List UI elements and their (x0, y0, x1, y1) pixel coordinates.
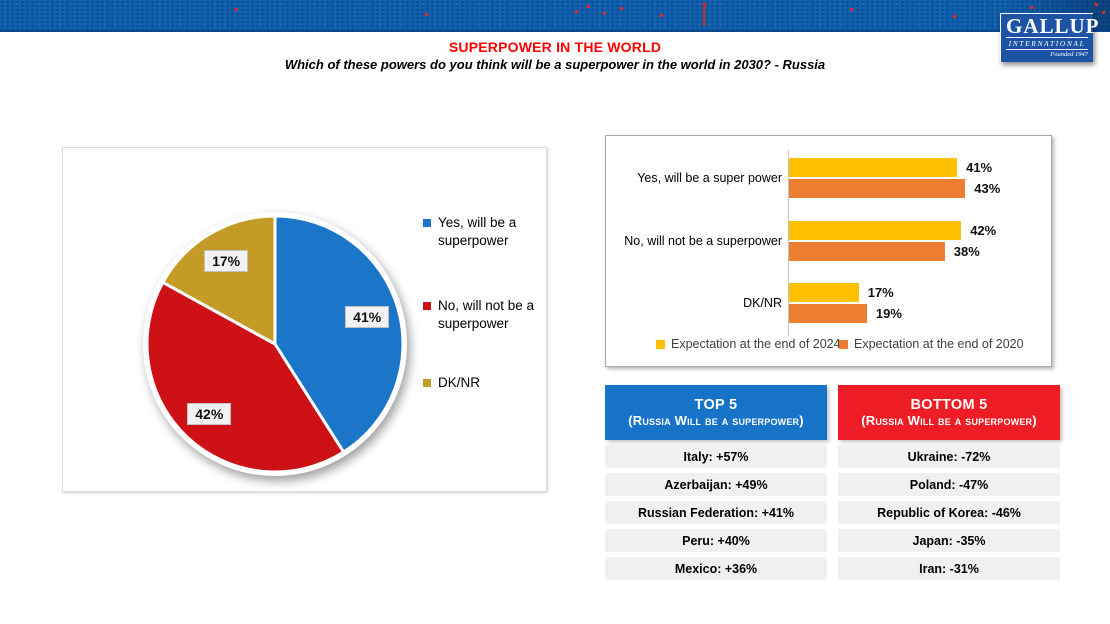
bar-2024: 41% (789, 158, 992, 177)
logo-subname: INTERNATIONAL (1006, 37, 1088, 50)
top5-table: TOP 5 (Russia Will be a superpower) Ital… (605, 385, 827, 580)
table-row: Russian Federation: +41% (605, 501, 827, 524)
legend-swatch-yes (423, 219, 431, 227)
page-subtitle: Which of these powers do you think will … (284, 57, 826, 72)
bar-legend-item-2024: Expectation at the end of 2024 (656, 337, 841, 351)
table-row: Ukraine: -72% (838, 445, 1060, 468)
bar-value-label: 17% (867, 285, 894, 300)
pie-data-label: 42% (187, 402, 232, 425)
banner-shade (0, 0, 1110, 30)
bar-2024: 17% (789, 283, 894, 302)
pie-legend-label: DK/NR (438, 375, 481, 390)
bar-category-label: DK/NR (743, 296, 782, 310)
bar-legend-item-2020: Expectation at the end of 2020 (839, 337, 1024, 351)
bottom5-subtitle: (Russia Will be a superpower) (861, 413, 1037, 428)
bar-chart-panel: Expectation at the end of 2024 Expectati… (605, 135, 1052, 367)
bar-2020: 38% (789, 241, 980, 261)
world-map-banner (0, 0, 1110, 32)
bottom5-table: BOTTOM 5 (Russia Will be a superpower) U… (838, 385, 1060, 580)
legend-swatch-dknr (423, 379, 431, 387)
bar-category-label: Yes, will be a super power (637, 171, 782, 185)
bar-category-label: No, will not be a superpower (624, 233, 782, 248)
table-row: Mexico: +36% (605, 557, 827, 580)
bar-legend-label: Expectation at the end of 2024 (671, 337, 841, 351)
pie-legend-label: Yes, will be a superpower (438, 215, 517, 248)
legend-swatch-2024 (656, 339, 665, 349)
legend-swatch-2020 (839, 339, 848, 349)
top5-subtitle: (Russia Will be a superpower) (628, 413, 804, 428)
table-row: Italy: +57% (605, 445, 827, 468)
pie-chart-panel: Yes, will be a superpower No, will not b… (62, 147, 547, 492)
map-marker-dots (575, 10, 578, 13)
logo-tagline: Founded 1947 (1050, 51, 1088, 58)
bar-value-label: 38% (953, 243, 980, 259)
pie-data-label: 41% (345, 306, 390, 329)
table-row: Peru: +40% (605, 529, 827, 552)
top5-title: TOP 5 (694, 397, 738, 413)
top5-header: TOP 5 (Russia Will be a superpower) (605, 385, 827, 440)
logo-name: GALLUP (1006, 14, 1100, 38)
gallup-international-logo: GALLUP INTERNATIONAL Founded 1947 (1000, 13, 1100, 62)
bar-2020: 19% (789, 304, 902, 323)
bar-value-label: 41% (966, 160, 993, 175)
table-row: Poland: -47% (838, 473, 1060, 496)
bar-2020: 43% (789, 179, 1000, 198)
bar-legend-label: Expectation at the end of 2020 (854, 337, 1024, 351)
bar-value-label: 43% (974, 181, 1001, 196)
bar-2024: 42% (789, 220, 996, 240)
pie-legend-label: No, will not be a superpower (438, 298, 535, 331)
table-row: Republic of Korea: -46% (838, 501, 1060, 524)
table-row: Azerbaijan: +49% (605, 473, 827, 496)
pie-legend-item: No, will not be a superpower (423, 297, 541, 333)
bottom5-header: BOTTOM 5 (Russia Will be a superpower) (838, 385, 1060, 440)
pie-legend-item: DK/NR (423, 374, 480, 392)
table-row: Japan: -35% (838, 529, 1060, 552)
bar-value-label: 42% (970, 222, 997, 238)
bottom5-title: BOTTOM 5 (910, 397, 988, 413)
pie-data-label: 17% (204, 250, 249, 273)
map-marker-line (703, 2, 705, 26)
pie-slice (161, 214, 277, 346)
table-row: Iran: -31% (838, 557, 1060, 580)
bar-chart-axis (788, 150, 789, 336)
bar-value-label: 19% (875, 306, 902, 321)
legend-swatch-no (423, 302, 431, 310)
pie-legend-item: Yes, will be a superpower (423, 214, 541, 250)
page-title: SUPERPOWER IN THE WORLD (448, 39, 662, 55)
